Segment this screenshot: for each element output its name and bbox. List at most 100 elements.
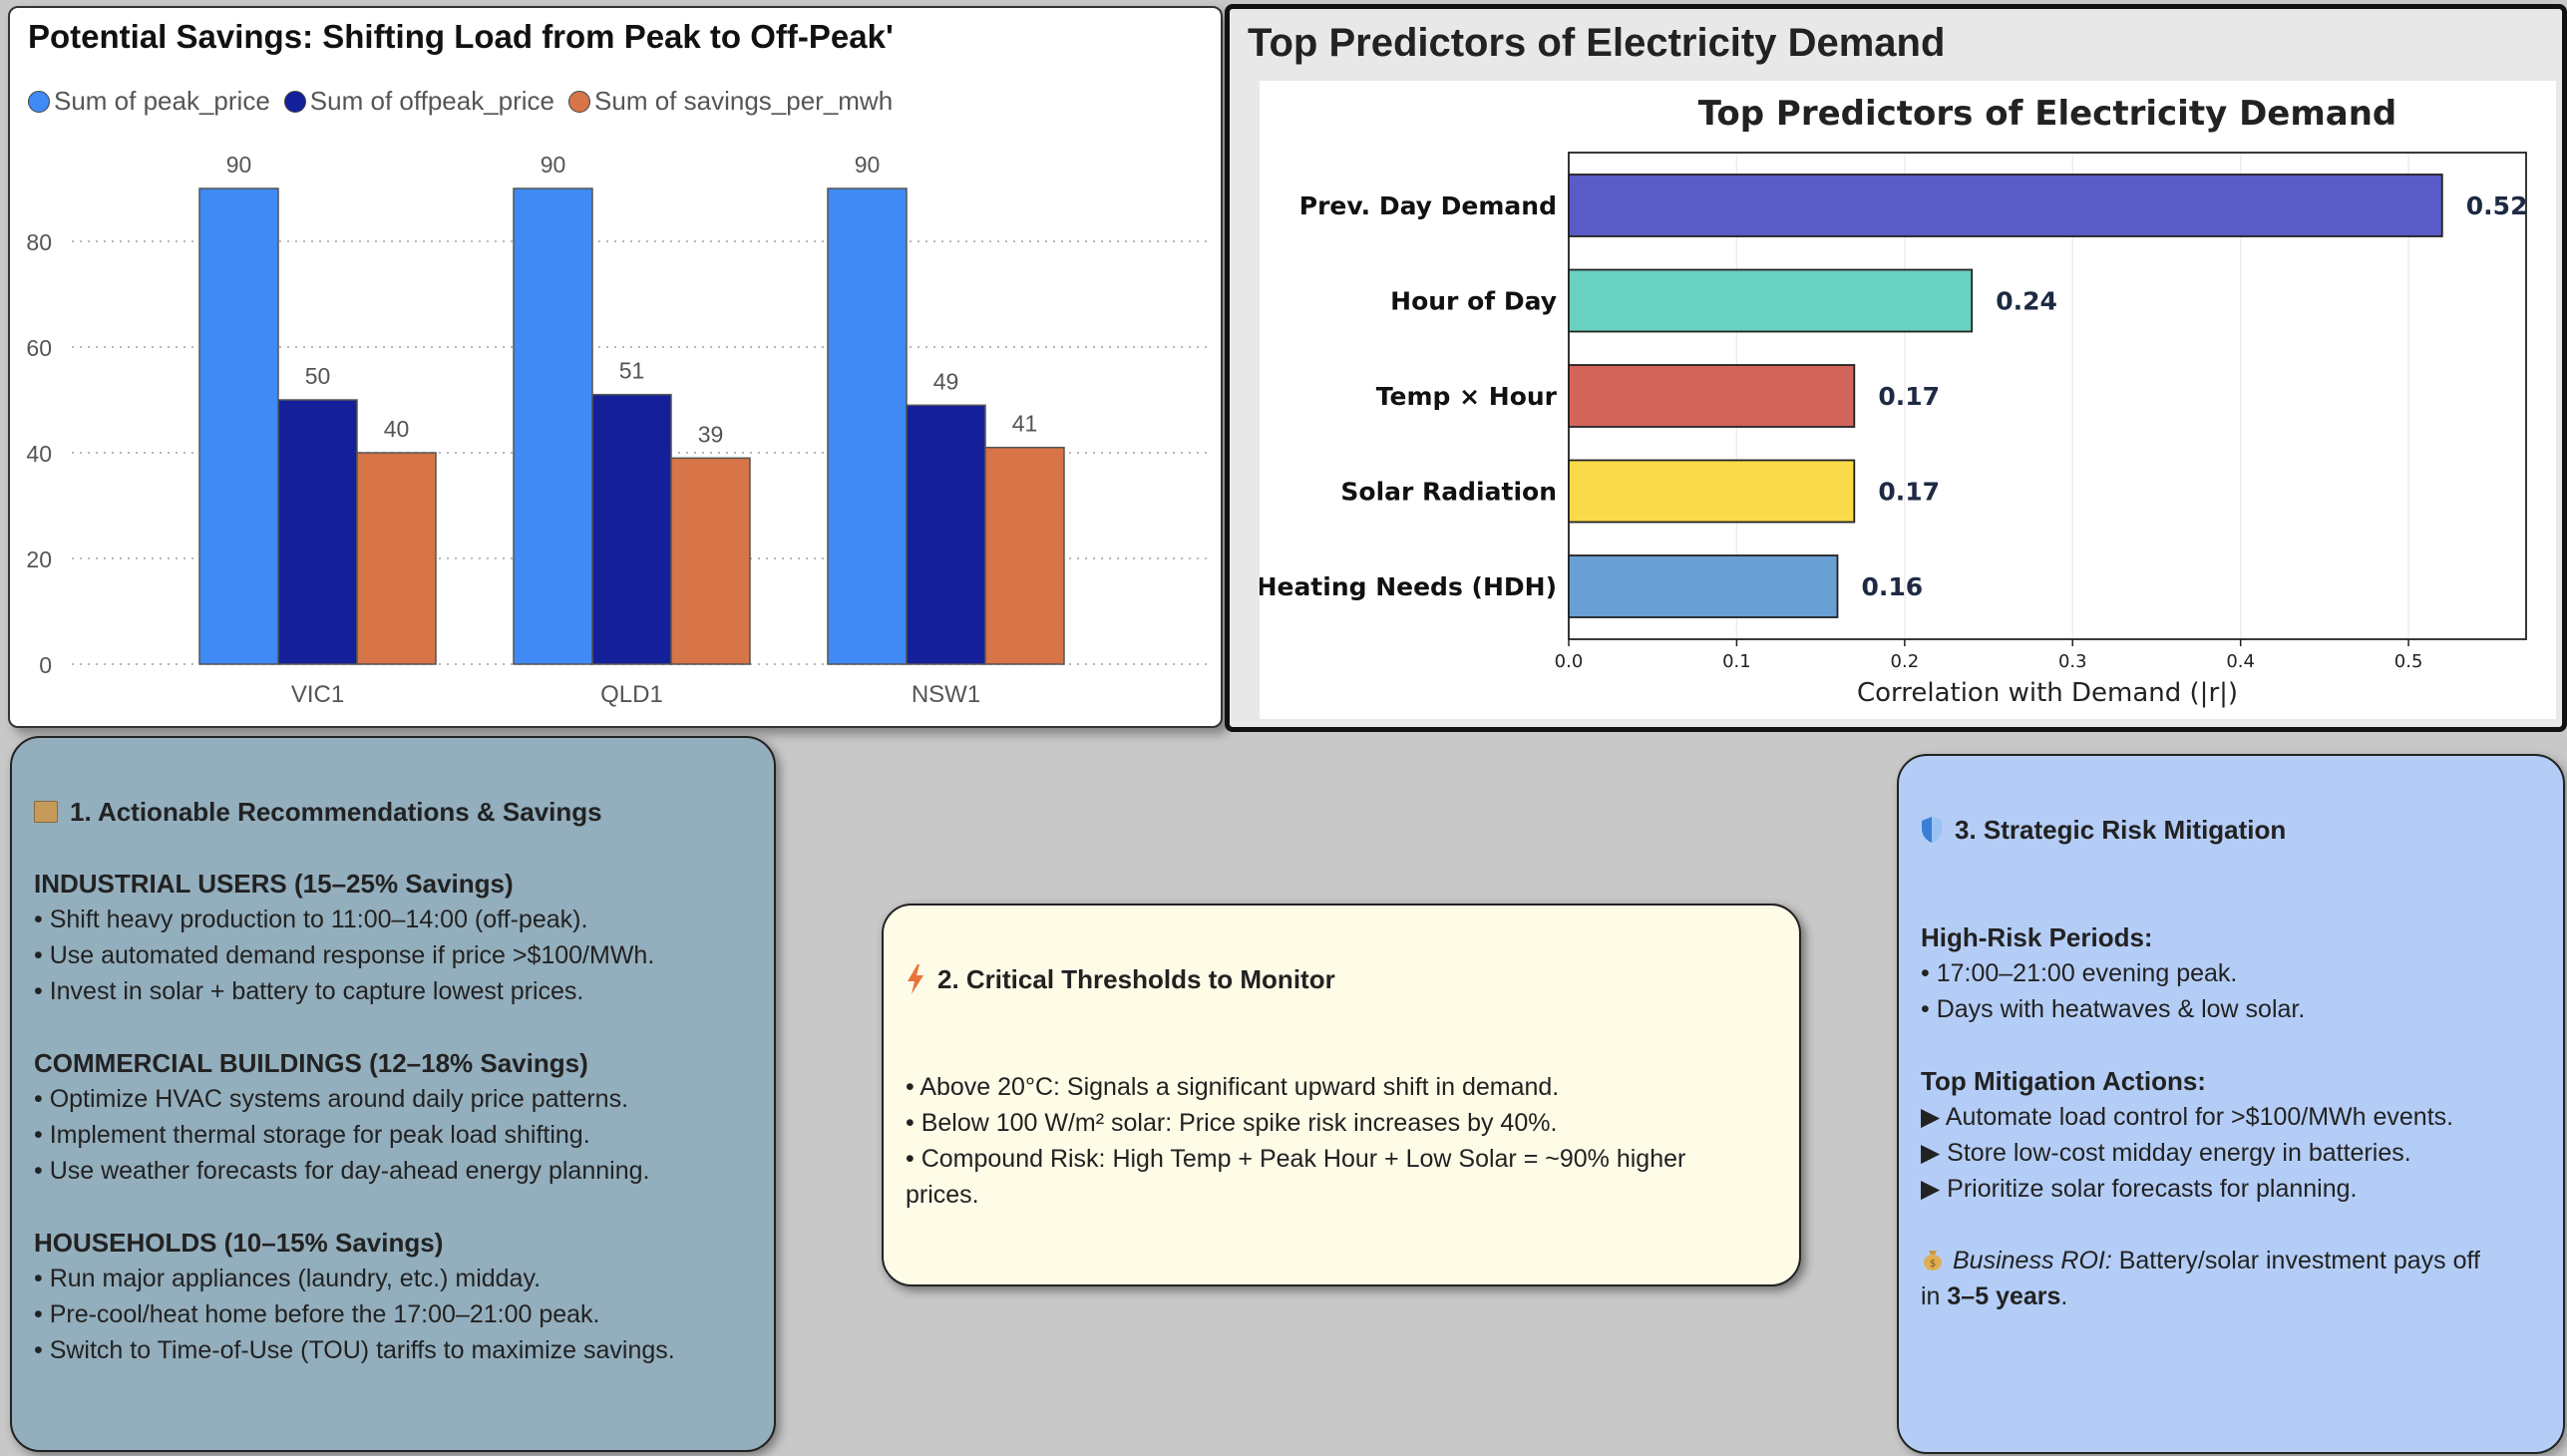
predictors-chart-title: Top Predictors of Electricity Demand [1698,94,2397,134]
bar [1568,364,1856,428]
bar-value-label: 40 [384,416,410,442]
x-tick-label: VIC1 [291,681,344,708]
action-line: ▶ Store low-cost midday energy in batter… [1921,1139,2411,1167]
bar-value-label: 90 [855,152,881,178]
bar [906,404,986,665]
bar-value-label: 41 [1012,411,1038,437]
industrial-line: • Use automated demand response if price… [34,941,655,969]
thresholds-title-text: 2. Critical Thresholds to Monitor [937,964,1335,994]
bar-value-label: 51 [619,358,645,384]
predictors-chart: Top Predictors of Electricity Demand 0.0 0… [1260,94,2528,708]
roi-years: 3–5 years [1947,1282,2061,1310]
bar-value-label: 90 [541,152,566,178]
svg-text:$: $ [1930,1259,1936,1270]
predictors-plot-area: Top Predictors of Electricity Demand 0.0 0… [1260,81,2556,719]
commercial-heading: COMMERCIAL BUILDINGS (12–18% Savings) [34,1048,588,1078]
predictors-panel-title: Top Predictors of Electricity Demand [1248,21,1946,65]
action-line: ▶ Prioritize solar forecasts for plannin… [1921,1175,2358,1203]
y-tick-label: 0 [39,652,52,678]
industrial-heading: INDUSTRIAL USERS (15–25% Savings) [34,869,514,899]
roi-text: Battery/solar investment pays off [2111,1247,2480,1274]
x-tick-label: 0.4 [2226,651,2255,672]
x-tick-label: 0.3 [2058,651,2087,672]
bar-value-label: 0.17 [1878,382,1940,411]
high-risk-line: • Days with heatwaves & low solar. [1921,995,2306,1023]
legend-item-offpeak[interactable]: Sum of offpeak_price [283,86,555,117]
bar [827,187,908,665]
households-line: • Switch to Time-of-Use (TOU) tariffs to… [34,1336,675,1364]
legend-label-savings: Sum of savings_per_mwh [594,86,894,116]
risk-title-text: 3. Strategic Risk Mitigation [1955,815,2287,845]
commercial-line: • Implement thermal storage for peak loa… [34,1121,590,1149]
y-category-label: Hour of Day [1390,287,1557,316]
roi-line-2: in 3–5 years. [1921,1278,2543,1314]
x-tick-label: 0.1 [1722,651,1751,672]
bar [277,399,358,665]
bar-value-label: 50 [305,363,331,389]
savings-chart: 0 20 40 60 80 90 50 40 VIC1 90 51 39 QLD1 90 49 41 NSW1 [26,152,1207,708]
savings-legend: Sum of peak_price Sum of offpeak_price S… [28,86,907,117]
thresholds-card: 2. Critical Thresholds to Monitor • Abov… [882,904,1801,1286]
y-category-label: Solar Radiation [1340,478,1557,507]
legend-label-offpeak: Sum of offpeak_price [309,86,555,116]
roi-label: Business ROI: [1953,1247,2112,1274]
legend-swatch-peak [28,90,50,113]
y-category-label: Temp × Hour [1376,382,1558,411]
threshold-line: • Below 100 W/m² solar: Price spike risk… [906,1109,1558,1137]
recommendations-card: 1. Actionable Recommendations & Savings … [10,736,776,1452]
households-line: • Run major appliances (laundry, etc.) m… [34,1265,542,1292]
bar [198,187,279,665]
roi-line: $ Business ROI: Battery/solar investment… [1921,1243,2543,1278]
lightning-icon [908,964,923,994]
recommendations-title: 1. Actionable Recommendations & Savings [34,794,754,830]
thresholds-title: 2. Critical Thresholds to Monitor [906,961,1779,997]
industrial-line: • Shift heavy production to 11:00–14:00 … [34,906,588,933]
bar-value-label: 49 [933,368,959,394]
bar [670,457,751,665]
shield-icon [1922,817,1942,843]
high-risk-line: • 17:00–21:00 evening peak. [1921,959,2238,987]
x-axis-label: Correlation with Demand (|r|) [1857,678,2238,708]
x-tick-label: 0.5 [2394,651,2423,672]
x-tick-label: 0.0 [1555,651,1584,672]
legend-swatch-offpeak [283,90,306,113]
households-line: • Pre-cool/heat home before the 17:00–21… [34,1300,600,1328]
roi-suffix: . [2060,1282,2068,1310]
bar-value-label: 90 [226,152,252,178]
y-tick-label: 80 [26,229,52,255]
bar-value-label: 39 [698,421,724,447]
legend-item-savings[interactable]: Sum of savings_per_mwh [568,86,893,117]
bar [1568,459,1856,524]
bar-value-label: 0.17 [1878,478,1940,507]
high-risk-heading: High-Risk Periods: [1921,922,2153,952]
households-heading: HOUSEHOLDS (10–15% Savings) [34,1228,444,1258]
legend-item-peak[interactable]: Sum of peak_price [28,86,270,117]
legend-swatch-savings [568,90,591,113]
x-tick-label: 0.2 [1891,651,1920,672]
bar-value-label: 0.16 [1861,572,1923,601]
commercial-line: • Use weather forecasts for day-ahead en… [34,1157,650,1185]
x-tick-label: QLD1 [600,681,663,708]
roi-prefix: in [1921,1282,1948,1310]
predictors-chart-panel: Top Predictors of Electricity Demand Top… [1225,4,2567,732]
y-category-label: Prev. Day Demand [1299,191,1557,220]
bar [356,452,437,665]
risk-title: 3. Strategic Risk Mitigation [1921,812,2543,848]
bar [1568,554,1839,618]
risk-card: 3. Strategic Risk Mitigation High-Risk P… [1897,754,2565,1454]
action-line: ▶ Automate load control for >$100/MWh ev… [1921,1103,2454,1131]
bar [591,393,672,665]
legend-label-peak: Sum of peak_price [54,86,270,116]
y-tick-label: 20 [26,546,52,572]
bar [1568,268,1974,333]
y-tick-label: 40 [26,441,52,467]
threshold-line: • Compound Risk: High Temp + Peak Hour +… [906,1145,1686,1173]
bar [513,187,593,665]
savings-chart-panel: 0 20 40 60 80 90 50 40 VIC1 90 51 39 QLD1 90 49 41 NSW1 … [8,6,1223,728]
package-icon [34,801,58,823]
savings-chart-title: Potential Savings: Shifting Load from Pe… [28,18,894,55]
x-tick-label: NSW1 [912,681,980,708]
threshold-line: prices. [906,1181,979,1209]
commercial-line: • Optimize HVAC systems around daily pri… [34,1085,629,1113]
bar-value-label: 0.52 [2466,191,2528,220]
